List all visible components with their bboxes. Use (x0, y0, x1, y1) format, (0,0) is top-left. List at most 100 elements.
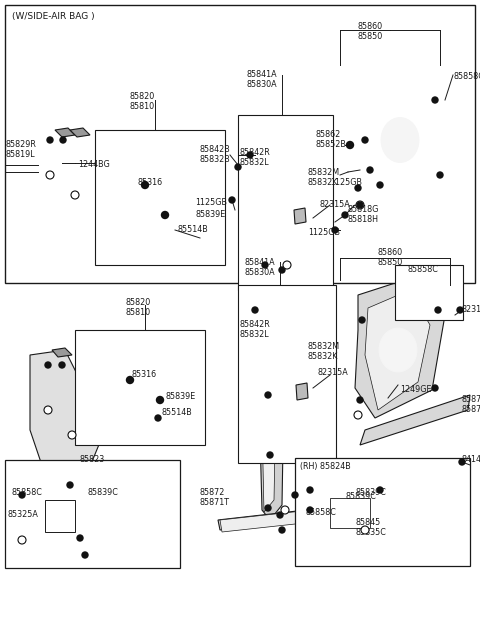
Text: 85820
85810: 85820 85810 (125, 298, 150, 318)
Polygon shape (294, 208, 306, 224)
Circle shape (156, 397, 164, 404)
Text: 85514B: 85514B (178, 225, 209, 234)
Circle shape (357, 397, 363, 403)
Text: 85316: 85316 (138, 178, 163, 187)
Circle shape (277, 512, 283, 518)
Text: 85858C: 85858C (454, 72, 480, 81)
Circle shape (377, 487, 383, 493)
Circle shape (77, 535, 83, 541)
Text: 85862
85852B: 85862 85852B (316, 130, 347, 149)
Text: 85860
85850: 85860 85850 (358, 22, 383, 41)
Text: 85316: 85316 (132, 370, 157, 379)
Circle shape (347, 142, 353, 149)
Circle shape (432, 385, 438, 391)
Text: 85842B
85832B: 85842B 85832B (200, 145, 231, 165)
Circle shape (359, 317, 365, 323)
Circle shape (377, 182, 383, 188)
Polygon shape (70, 128, 90, 137)
Circle shape (435, 307, 441, 313)
Polygon shape (260, 128, 274, 268)
Circle shape (71, 191, 79, 199)
Circle shape (332, 227, 338, 233)
Circle shape (437, 172, 443, 178)
Circle shape (354, 411, 362, 419)
Text: 85858C: 85858C (305, 508, 336, 517)
Text: 1125GB: 1125GB (330, 178, 362, 187)
Polygon shape (258, 113, 280, 275)
Bar (238, 115, 333, 290)
Text: 85839E: 85839E (195, 210, 225, 219)
Text: 85818G
85818H: 85818G 85818H (348, 205, 379, 225)
Circle shape (47, 137, 53, 143)
Circle shape (361, 526, 369, 534)
Text: 85841A
85830A: 85841A 85830A (245, 258, 276, 277)
Circle shape (247, 152, 253, 158)
Text: 85841A
85830A: 85841A 85830A (247, 70, 277, 89)
Bar (295, 458, 470, 566)
Polygon shape (290, 355, 310, 448)
Circle shape (307, 487, 313, 493)
Polygon shape (360, 395, 470, 445)
Text: 85325A: 85325A (8, 510, 39, 519)
Circle shape (252, 307, 258, 313)
Circle shape (267, 452, 273, 458)
Circle shape (229, 197, 235, 203)
Circle shape (265, 392, 271, 398)
Polygon shape (261, 303, 277, 512)
Text: 85842R
85832L: 85842R 85832L (240, 320, 271, 339)
Circle shape (355, 185, 361, 191)
Text: 85823: 85823 (80, 455, 105, 464)
Polygon shape (220, 506, 350, 532)
Circle shape (283, 261, 291, 269)
Bar (75, 330, 205, 445)
Polygon shape (55, 128, 75, 137)
Bar (330, 498, 370, 528)
Bar (95, 130, 225, 265)
Circle shape (18, 536, 26, 544)
Polygon shape (365, 290, 430, 410)
Circle shape (142, 181, 148, 189)
Circle shape (432, 97, 438, 103)
Bar (5, 5, 475, 283)
Circle shape (279, 527, 285, 533)
Bar (395, 265, 463, 320)
Text: (W/SIDE-AIR BAG ): (W/SIDE-AIR BAG ) (12, 12, 95, 21)
Text: 82315A: 82315A (318, 368, 349, 377)
Circle shape (357, 202, 363, 208)
Text: 85842R
85832L: 85842R 85832L (240, 148, 271, 167)
Circle shape (235, 164, 241, 170)
Text: 85845
85835C: 85845 85835C (355, 518, 386, 537)
Polygon shape (30, 130, 110, 270)
Text: 85872
85871T: 85872 85871T (200, 488, 230, 508)
Text: 82315A: 82315A (320, 200, 351, 209)
Circle shape (44, 406, 52, 414)
Text: 85839C: 85839C (345, 492, 376, 501)
Ellipse shape (379, 328, 417, 372)
Circle shape (155, 415, 161, 421)
Ellipse shape (381, 118, 419, 163)
Circle shape (362, 137, 368, 143)
Text: (RH) 85824B: (RH) 85824B (300, 462, 351, 471)
Text: 84147: 84147 (462, 455, 480, 464)
Text: 85829R
85819L: 85829R 85819L (5, 140, 36, 160)
Circle shape (82, 552, 88, 558)
Text: 85858C: 85858C (12, 488, 43, 497)
Polygon shape (52, 348, 72, 357)
Text: 85860
85850: 85860 85850 (378, 248, 403, 267)
Text: 1244BG: 1244BG (78, 160, 110, 169)
Polygon shape (218, 505, 352, 530)
Text: 82315A: 82315A (462, 305, 480, 314)
Text: 85820
85810: 85820 85810 (130, 92, 155, 111)
Circle shape (459, 459, 465, 465)
Circle shape (68, 431, 76, 439)
Text: 85832M
85832K: 85832M 85832K (308, 168, 340, 188)
Polygon shape (375, 80, 430, 200)
Polygon shape (355, 275, 445, 418)
Circle shape (19, 492, 25, 498)
Circle shape (60, 137, 66, 143)
Text: 1125GB: 1125GB (195, 198, 227, 207)
Circle shape (367, 167, 373, 173)
Circle shape (265, 505, 271, 511)
Circle shape (127, 376, 133, 384)
Polygon shape (355, 65, 445, 215)
